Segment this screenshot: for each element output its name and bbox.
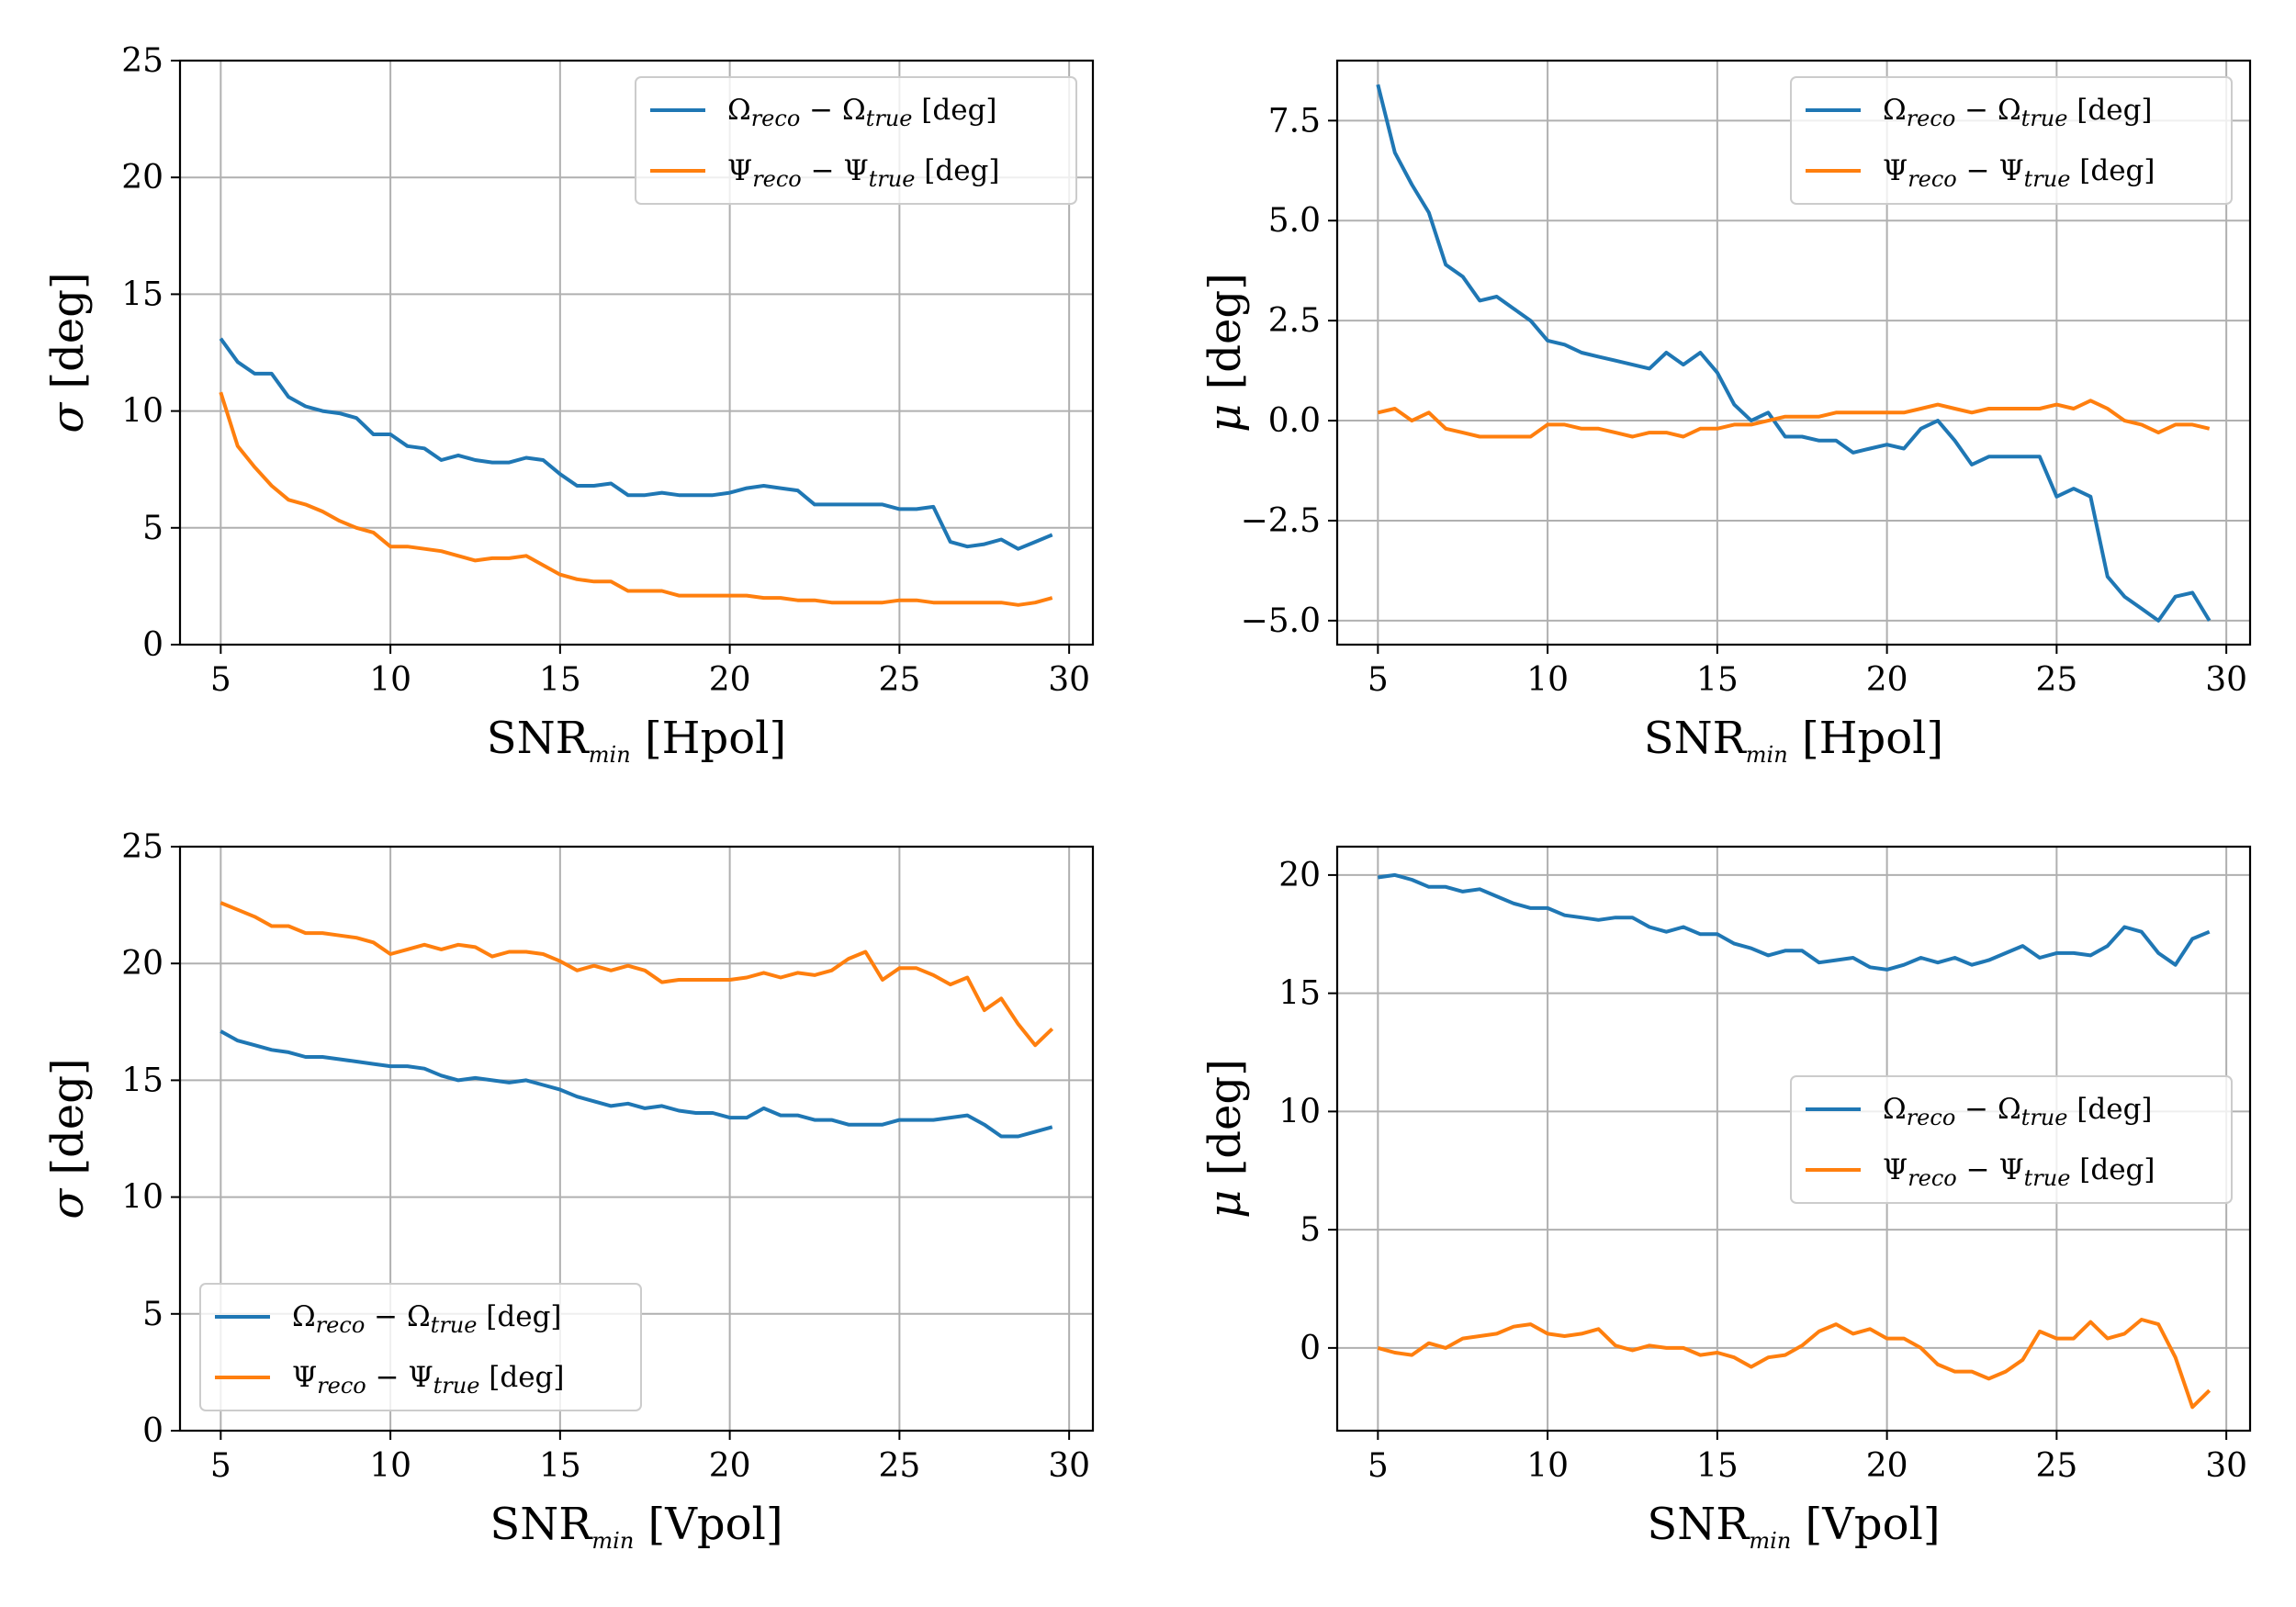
legend-box — [1790, 1075, 2233, 1204]
x-tick-label: 20 — [1866, 1447, 1908, 1485]
y-axis-label: μ [deg] — [1199, 273, 1251, 433]
y-tick-label: 15 — [121, 275, 163, 313]
x-tick-label: 20 — [709, 1447, 751, 1485]
x-axis-label: SNRmin [Hpol] — [1644, 713, 1943, 768]
legend: Ωreco − Ωtrue [deg] Ψreco − Ψtrue [deg] — [635, 76, 1077, 205]
x-tick-label: 20 — [709, 661, 751, 699]
legend-label-psi: Ψreco − Ψtrue [deg] — [1883, 154, 2155, 192]
legend-label-omega: Ωreco − Ωtrue [deg] — [1883, 94, 2153, 131]
y-axis-label: μ [deg] — [1199, 1059, 1251, 1219]
legend-label-psi: Ψreco − Ψtrue [deg] — [292, 1361, 565, 1399]
y-tick-label: 0 — [142, 1412, 163, 1450]
x-tick-label: 15 — [539, 1447, 581, 1485]
legend-label-omega: Ωreco − Ωtrue [deg] — [1883, 1093, 2153, 1130]
y-tick-label: 15 — [121, 1062, 163, 1099]
y-tick-label: 10 — [121, 393, 163, 431]
x-axis-label: SNRmin [Vpol] — [1647, 1499, 1940, 1554]
x-tick-label: 25 — [878, 661, 920, 699]
y-tick-label: −2.5 — [1241, 502, 1321, 540]
y-axis-label: σ [deg] — [42, 1058, 94, 1219]
series-line-omega — [219, 1029, 1053, 1139]
legend: Ωreco − Ωtrue [deg] Ψreco − Ψtrue [deg] — [199, 1283, 642, 1411]
y-tick-label: 10 — [121, 1179, 163, 1217]
y-tick-label: 20 — [121, 945, 163, 983]
y-axis-label: σ [deg] — [42, 272, 94, 433]
series-line-psi — [219, 391, 1053, 607]
y-tick-label: 10 — [1278, 1093, 1321, 1130]
series-line-psi — [1377, 399, 2211, 439]
legend-box — [1790, 76, 2233, 205]
x-axis-label: SNRmin [Hpol] — [487, 713, 786, 768]
plot-frame — [178, 59, 1095, 646]
plot-frame — [1335, 59, 2252, 646]
y-tick-label: 25 — [121, 828, 163, 866]
chart-panel-1: 5 10 15 20 25 30 0 5 10 15 20 25 SNRmin [Hpol] σ [deg… — [42, 42, 1095, 768]
x-tick-label: 15 — [1696, 1447, 1739, 1485]
chart-panel-2: 5 10 15 20 25 30 −5.0 −2.5 0.0 2.5 5.0 7.5 SNRmin [H… — [1199, 59, 2252, 768]
x-tick-label: 5 — [210, 661, 231, 699]
y-tick-label: 2.5 — [1268, 302, 1321, 340]
y-tick-label: 20 — [1278, 857, 1321, 894]
legend: Ωreco − Ωtrue [deg] Ψreco − Ψtrue [deg] — [1790, 76, 2233, 205]
x-tick-label: 10 — [1526, 1447, 1569, 1485]
x-tick-label: 30 — [1048, 661, 1090, 699]
x-tick-label: 10 — [1526, 661, 1569, 699]
series-line-omega — [1376, 84, 2212, 623]
y-tick-label: 20 — [121, 159, 163, 197]
x-tick-label: 20 — [1866, 661, 1908, 699]
legend: Ωreco − Ωtrue [deg] Ψreco − Ψtrue [deg] — [1790, 1075, 2233, 1204]
series-line-psi — [1377, 1318, 2212, 1410]
x-tick-label: 15 — [1696, 661, 1739, 699]
x-tick-label: 5 — [210, 1447, 231, 1485]
series-line-omega — [219, 337, 1053, 551]
chart-panel-3: 5 10 15 20 25 30 0 5 10 15 20 25 SNRmin [Vpol] σ [deg… — [42, 828, 1095, 1554]
y-tick-label: 25 — [121, 42, 163, 80]
x-tick-label: 25 — [2035, 1447, 2077, 1485]
plot-frame — [178, 845, 1095, 1433]
plot-frame — [1335, 845, 2252, 1433]
legend-label-omega: Ωreco − Ωtrue [deg] — [727, 94, 997, 131]
legend-box — [635, 76, 1077, 205]
y-tick-label: 7.5 — [1268, 102, 1321, 140]
x-tick-label: 10 — [369, 1447, 411, 1485]
y-tick-label: 15 — [1278, 975, 1321, 1013]
x-tick-label: 5 — [1367, 1447, 1389, 1485]
x-tick-label: 15 — [539, 661, 581, 699]
y-tick-label: 5 — [142, 510, 163, 547]
x-tick-label: 5 — [1367, 661, 1389, 699]
chart-panel-4: 5 10 15 20 25 30 0 5 10 15 20 SNRmin [Vpol] μ [deg] Ω… — [1199, 845, 2252, 1554]
legend-box — [199, 1283, 642, 1411]
y-tick-label: 5.0 — [1268, 202, 1321, 240]
y-tick-label: 0.0 — [1268, 402, 1321, 440]
y-tick-label: −5.0 — [1241, 602, 1321, 640]
x-tick-label: 25 — [878, 1447, 920, 1485]
x-tick-label: 25 — [2035, 661, 2077, 699]
x-tick-label: 10 — [369, 661, 411, 699]
series-line-omega — [1378, 872, 2211, 972]
x-tick-label: 30 — [2205, 661, 2247, 699]
x-axis-label: SNRmin [Vpol] — [490, 1499, 782, 1554]
y-tick-label: 0 — [1300, 1330, 1321, 1367]
y-tick-label: 5 — [142, 1296, 163, 1333]
x-tick-label: 30 — [1048, 1447, 1090, 1485]
y-tick-label: 0 — [142, 626, 163, 664]
x-tick-label: 30 — [2205, 1447, 2247, 1485]
legend-label-psi: Ψreco − Ψtrue [deg] — [1883, 1153, 2155, 1191]
series-line-psi — [219, 901, 1054, 1048]
legend-label-omega: Ωreco − Ωtrue [deg] — [292, 1300, 562, 1338]
y-tick-label: 5 — [1300, 1211, 1321, 1249]
legend-label-psi: Ψreco − Ψtrue [deg] — [727, 154, 1000, 192]
